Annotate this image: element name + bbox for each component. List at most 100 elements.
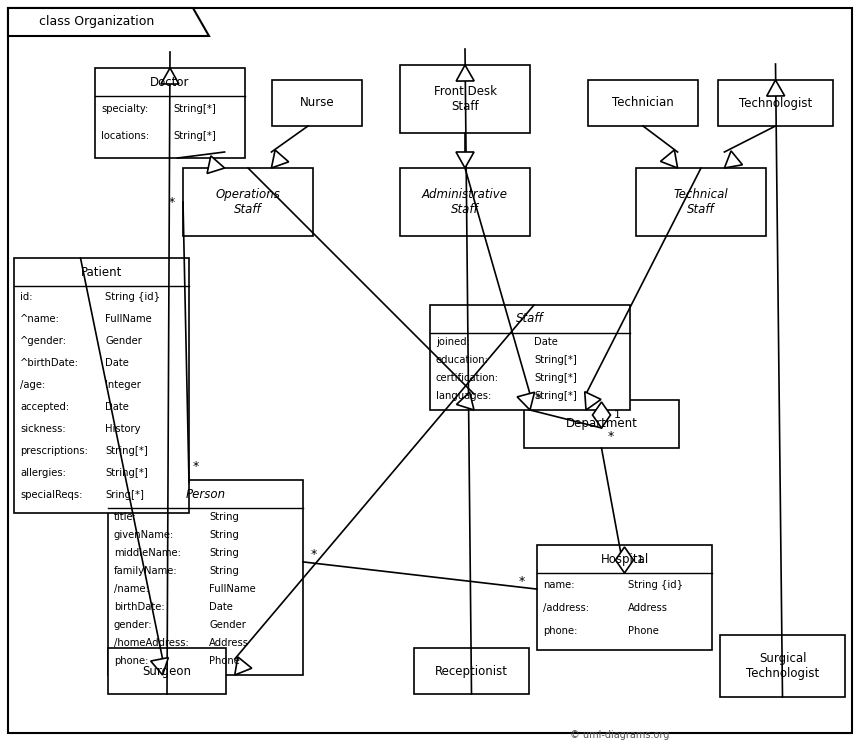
- Text: Date: Date: [105, 402, 129, 412]
- Text: 1: 1: [636, 555, 643, 565]
- Text: /homeAddress:: /homeAddress:: [114, 638, 188, 648]
- Text: ^name:: ^name:: [20, 314, 60, 324]
- Polygon shape: [593, 402, 611, 428]
- Text: gender:: gender:: [114, 620, 152, 630]
- Text: Address: Address: [209, 638, 249, 648]
- Text: *: *: [519, 575, 525, 588]
- Polygon shape: [616, 547, 634, 573]
- Text: name:: name:: [543, 580, 574, 589]
- Text: © uml-diagrams.org: © uml-diagrams.org: [570, 730, 670, 740]
- Text: Department: Department: [566, 418, 637, 430]
- Text: familyName:: familyName:: [114, 565, 178, 576]
- Text: ^gender:: ^gender:: [20, 336, 67, 346]
- Text: String[*]: String[*]: [534, 391, 577, 400]
- Text: /name:: /name:: [114, 584, 149, 594]
- Text: String: String: [209, 530, 239, 540]
- Text: phone:: phone:: [114, 656, 149, 666]
- Text: Surgical
Technologist: Surgical Technologist: [746, 652, 819, 680]
- Text: Sring[*]: Sring[*]: [105, 490, 144, 500]
- Text: Administrative
Staff: Administrative Staff: [422, 188, 508, 216]
- Polygon shape: [207, 156, 224, 173]
- Text: Address: Address: [628, 603, 668, 613]
- Text: sickness:: sickness:: [20, 424, 65, 434]
- Bar: [636, 168, 766, 236]
- Text: String {id}: String {id}: [105, 292, 160, 302]
- Text: *: *: [169, 196, 175, 209]
- Text: Gender: Gender: [209, 620, 246, 630]
- Bar: [414, 648, 529, 694]
- Bar: [537, 545, 712, 650]
- Text: Patient: Patient: [81, 265, 122, 279]
- Bar: [108, 648, 226, 694]
- Bar: [272, 80, 362, 126]
- Text: Gender: Gender: [105, 336, 142, 346]
- Polygon shape: [585, 391, 601, 410]
- Bar: [400, 168, 530, 236]
- Bar: [14, 258, 189, 513]
- Text: Nurse: Nurse: [299, 96, 335, 110]
- Text: locations:: locations:: [101, 131, 149, 141]
- Text: String[*]: String[*]: [173, 105, 216, 114]
- Text: Operations
Staff: Operations Staff: [216, 188, 280, 216]
- Text: Technologist: Technologist: [739, 96, 812, 110]
- Text: joined:: joined:: [436, 337, 470, 347]
- Text: birthDate:: birthDate:: [114, 602, 164, 612]
- Polygon shape: [660, 150, 678, 168]
- Text: String: String: [209, 548, 239, 558]
- Text: Date: Date: [209, 602, 233, 612]
- Text: 1: 1: [613, 410, 621, 420]
- Bar: [183, 168, 313, 236]
- Text: prescriptions:: prescriptions:: [20, 446, 88, 456]
- Text: String: String: [209, 512, 239, 522]
- Text: Phone: Phone: [209, 656, 240, 666]
- Text: String[*]: String[*]: [534, 373, 577, 382]
- Text: String: String: [209, 565, 239, 576]
- Polygon shape: [457, 392, 474, 410]
- Text: specialty:: specialty:: [101, 105, 148, 114]
- Polygon shape: [8, 8, 209, 36]
- Text: accepted:: accepted:: [20, 402, 69, 412]
- Text: /address:: /address:: [543, 603, 589, 613]
- Text: *: *: [535, 392, 541, 405]
- Text: FullName: FullName: [105, 314, 151, 324]
- Bar: [400, 65, 530, 133]
- Text: Technician: Technician: [612, 96, 674, 110]
- Text: Phone: Phone: [628, 626, 659, 636]
- Bar: [430, 305, 630, 410]
- Text: String[*]: String[*]: [173, 131, 216, 141]
- Text: middleName:: middleName:: [114, 548, 181, 558]
- Polygon shape: [517, 392, 535, 410]
- Polygon shape: [766, 80, 784, 96]
- Text: String[*]: String[*]: [534, 355, 577, 365]
- Text: Doctor: Doctor: [150, 75, 190, 88]
- Text: ^birthDate:: ^birthDate:: [20, 358, 79, 368]
- Text: certification:: certification:: [436, 373, 499, 382]
- Text: String[*]: String[*]: [105, 446, 148, 456]
- Text: id:: id:: [20, 292, 33, 302]
- Text: /age:: /age:: [20, 380, 46, 390]
- Polygon shape: [235, 657, 252, 675]
- Bar: [718, 80, 833, 126]
- Bar: [108, 480, 303, 675]
- Text: Person: Person: [186, 488, 225, 500]
- Polygon shape: [456, 152, 474, 168]
- Text: Hospital: Hospital: [600, 553, 648, 565]
- Bar: [95, 68, 245, 158]
- Text: *: *: [193, 460, 200, 474]
- Text: specialReqs:: specialReqs:: [20, 490, 83, 500]
- Text: class Organization: class Organization: [39, 16, 154, 28]
- Polygon shape: [150, 657, 169, 675]
- Polygon shape: [456, 65, 474, 81]
- Text: education:: education:: [436, 355, 488, 365]
- Text: Integer: Integer: [105, 380, 141, 390]
- Text: languages:: languages:: [436, 391, 491, 400]
- Text: *: *: [311, 548, 317, 561]
- Text: String[*]: String[*]: [105, 468, 148, 478]
- Text: title:: title:: [114, 512, 137, 522]
- Text: phone:: phone:: [543, 626, 577, 636]
- Text: Surgeon: Surgeon: [143, 665, 192, 678]
- Text: FullName: FullName: [209, 584, 256, 594]
- Text: Front Desk
Staff: Front Desk Staff: [433, 85, 496, 113]
- Text: Date: Date: [105, 358, 129, 368]
- Text: Staff: Staff: [516, 312, 544, 326]
